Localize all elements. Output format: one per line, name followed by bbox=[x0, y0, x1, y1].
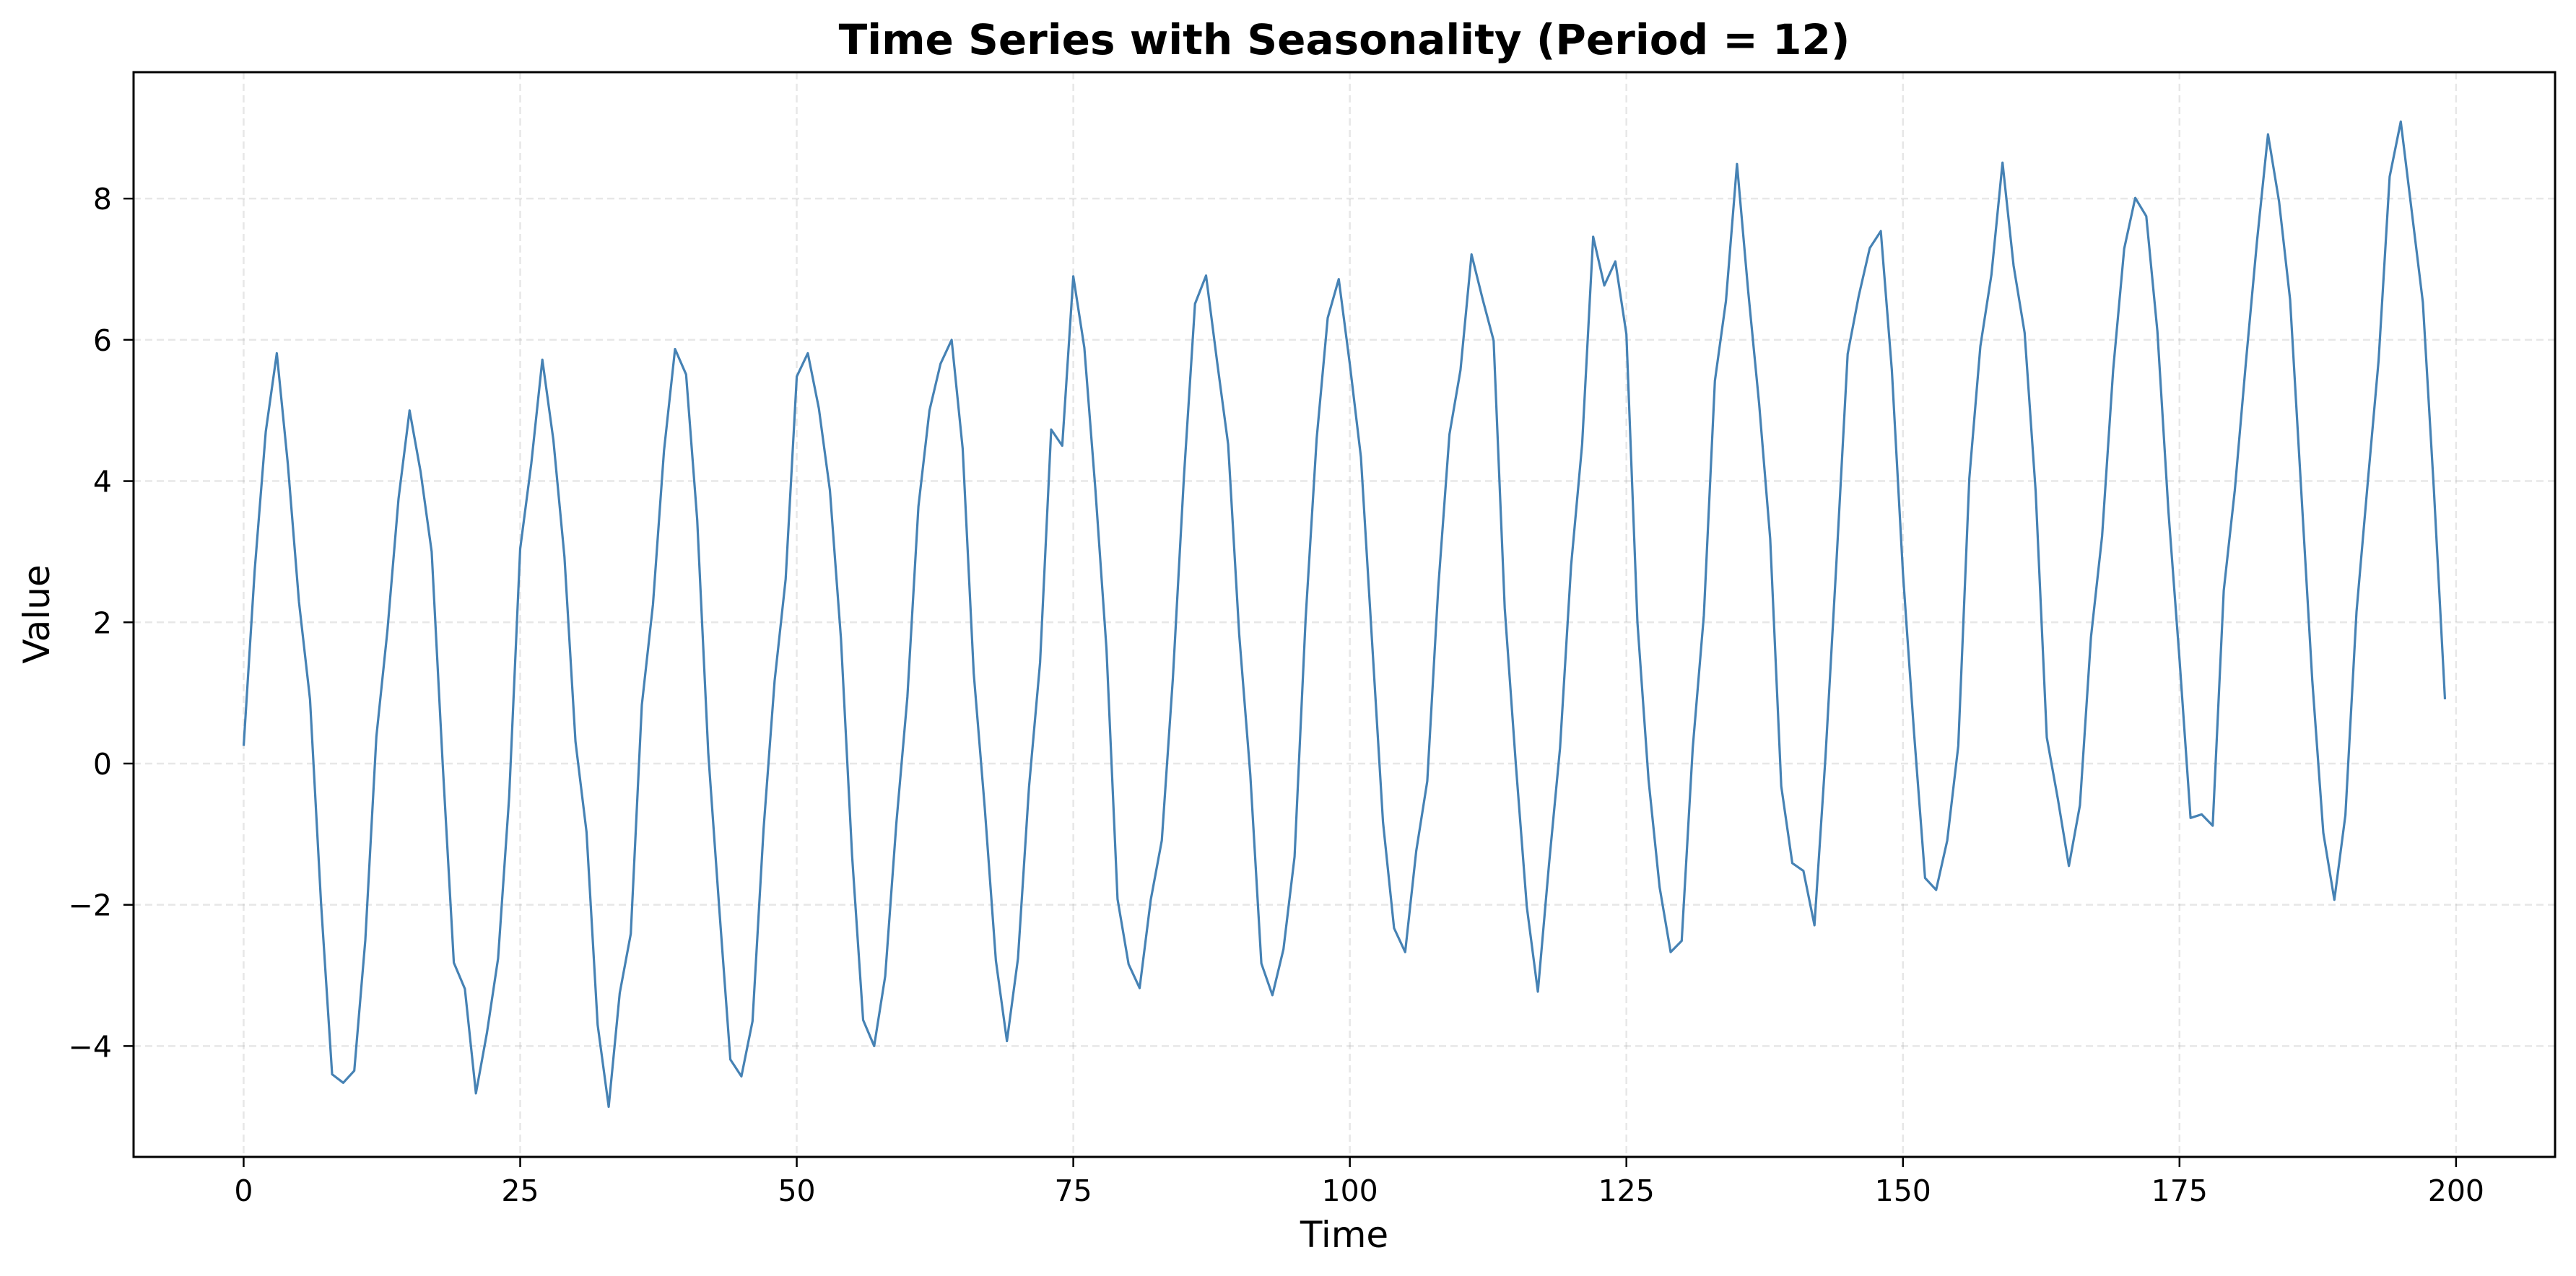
series-line-value bbox=[242, 120, 2447, 1109]
x-tick-label: 175 bbox=[2151, 1174, 2208, 1208]
x-axis-ticks: 0 25 50 75 100 125 150 175 200 bbox=[234, 1157, 2484, 1208]
y-tick-label: 8 bbox=[93, 182, 112, 217]
y-tick-label: −2 bbox=[69, 888, 112, 923]
y-tick-label: 0 bbox=[93, 747, 112, 782]
x-tick-label: 100 bbox=[1322, 1174, 1378, 1208]
axes-background bbox=[134, 72, 2555, 1157]
y-tick-label: −4 bbox=[69, 1029, 112, 1064]
grid-lines bbox=[134, 72, 2555, 1157]
x-tick-label: 25 bbox=[501, 1174, 539, 1208]
y-axis-label: Value bbox=[16, 564, 58, 663]
x-tick-label: 125 bbox=[1598, 1174, 1655, 1208]
y-tick-label: 4 bbox=[93, 465, 112, 499]
y-tick-label: 6 bbox=[93, 323, 112, 358]
plot-area: 0 25 50 75 100 125 150 175 200 −4 −2 0 2 4 6 8 bbox=[69, 71, 2557, 1208]
x-axis-label: Time bbox=[1300, 1214, 1388, 1256]
y-axis-ticks: −4 −2 0 2 4 6 8 bbox=[69, 182, 134, 1064]
axes-frame bbox=[132, 71, 2557, 1158]
series-layer bbox=[242, 120, 2447, 1109]
x-tick-label: 75 bbox=[1055, 1174, 1092, 1208]
x-tick-label: 200 bbox=[2428, 1174, 2484, 1208]
y-tick-label: 2 bbox=[93, 606, 112, 640]
x-tick-label: 50 bbox=[778, 1174, 815, 1208]
x-tick-label: 150 bbox=[1875, 1174, 1931, 1208]
chart-title: Time Series with Seasonality (Period = 1… bbox=[839, 15, 1850, 64]
x-tick-label: 0 bbox=[234, 1174, 253, 1208]
